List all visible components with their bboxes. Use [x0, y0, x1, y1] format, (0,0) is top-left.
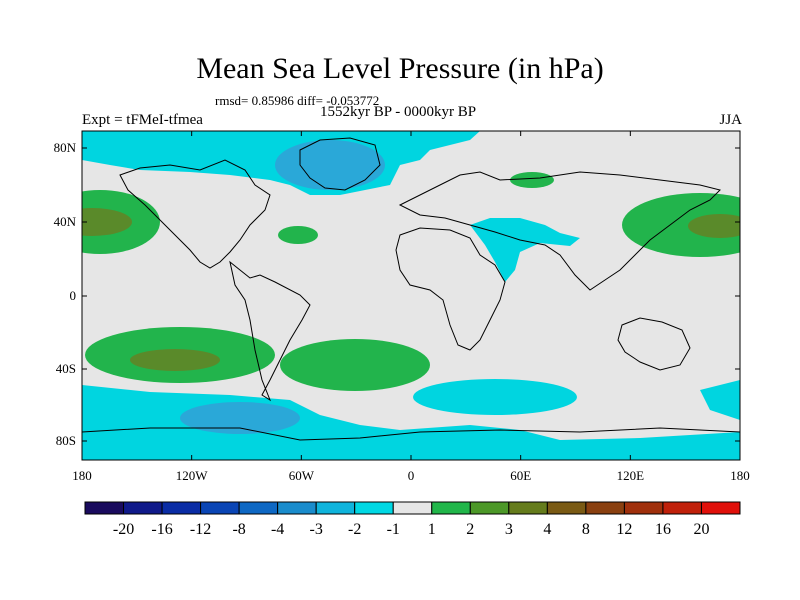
coast-africa — [395, 227, 506, 351]
pressure-anomaly-field — [82, 131, 740, 460]
colorbar-label: -3 — [310, 521, 323, 538]
colorbar-label: 16 — [655, 521, 671, 538]
colorbar-label: 1 — [428, 521, 436, 538]
colorbar-label: -12 — [190, 521, 211, 538]
plot-title: Mean Sea Level Pressure (in hPa) — [196, 52, 604, 85]
colorbar-swatch — [700, 501, 741, 515]
colorbar-swatch — [277, 501, 317, 515]
negative-anomaly-south-pacific-core — [180, 402, 300, 434]
coast-north-america — [119, 159, 271, 269]
colorbar-swatch — [662, 501, 702, 515]
colorbar-label: -20 — [113, 521, 134, 538]
positive-anomaly-siberia — [510, 172, 554, 188]
colorbar-swatch — [238, 501, 279, 515]
coast-greenland — [299, 137, 381, 191]
colorbar-label: -1 — [387, 521, 400, 538]
negative-anomaly-south-indian — [413, 379, 577, 415]
negative-anomaly-south-pacific-east — [700, 380, 740, 420]
colorbar-label: 20 — [693, 521, 709, 538]
colorbar-swatch — [392, 501, 433, 515]
x-tick-label: 180 — [72, 468, 92, 483]
coast-eurasia — [398, 171, 721, 291]
rmsd-diff-label: rmsd= 0.85986 diff= -0.053772 — [215, 93, 380, 108]
period-label: 1552kyr BP - 0000kyr BP — [320, 104, 477, 120]
y-tick-label: 0 — [70, 288, 77, 303]
colorbar-label: -4 — [271, 521, 284, 538]
positive-anomaly-north-pacific-east-core — [688, 214, 740, 238]
x-tick-label: 120E — [617, 468, 645, 483]
x-tick-label: 0 — [408, 468, 415, 483]
season-label: JJA — [719, 112, 742, 128]
experiment-label: Expt = tFMeI-tfmea — [82, 112, 203, 128]
coast-antarctica — [82, 427, 740, 441]
colorbar-label: 2 — [466, 521, 474, 538]
colorbar-swatch — [431, 501, 471, 515]
colorbar-swatch — [623, 501, 664, 515]
positive-anomaly-north-pacific-west-core — [82, 208, 132, 236]
colorbar-label: 4 — [543, 521, 551, 538]
colorbar-swatch — [508, 501, 548, 515]
x-tick-label: 60E — [510, 468, 531, 483]
positive-anomaly-north-pacific-east — [622, 193, 740, 257]
x-tick-label: 120W — [176, 468, 209, 483]
colorbar-label: -16 — [151, 521, 172, 538]
negative-anomaly-greenland-core — [275, 140, 385, 190]
y-tick-label: 40N — [54, 214, 77, 229]
coast-australia — [617, 317, 691, 371]
negative-anomaly-middle-east — [470, 218, 580, 282]
coastlines — [82, 137, 740, 441]
positive-anomaly-south-atlantic — [280, 339, 430, 391]
colorbar-label: 12 — [616, 521, 632, 538]
colorbar-swatch — [546, 501, 587, 515]
colorbar-swatch — [585, 501, 625, 515]
x-tick-label: 60W — [289, 468, 315, 483]
x-axis: 180 120W 60W 0 60E 120E 180 — [72, 131, 750, 483]
colorbar-swatch — [315, 501, 356, 515]
colorbar-label: 3 — [505, 521, 513, 538]
y-tick-label: 40S — [56, 361, 76, 376]
x-tick-label: 180 — [730, 468, 750, 483]
colorbar: -20 -16 -12 -8 -4 -3 -2 -1 1 2 3 4 8 12 16 20 — [84, 501, 741, 538]
colorbar-swatch — [469, 501, 510, 515]
y-tick-label: 80S — [56, 433, 76, 448]
colorbar-swatch — [123, 501, 163, 515]
coast-south-america — [229, 260, 311, 402]
positive-anomaly-south-pacific-core — [130, 349, 220, 371]
colorbar-swatch — [84, 501, 125, 515]
colorbar-label: -8 — [232, 521, 245, 538]
colorbar-label: 8 — [582, 521, 590, 538]
positive-anomaly-north-atlantic — [278, 226, 318, 244]
colorbar-swatch — [200, 501, 240, 515]
colorbar-label: -2 — [348, 521, 361, 538]
y-tick-label: 80N — [54, 140, 77, 155]
y-axis: 80N 40N 0 40S 80S — [54, 140, 740, 448]
colorbar-swatch — [161, 501, 202, 515]
colorbar-swatch — [354, 501, 394, 515]
